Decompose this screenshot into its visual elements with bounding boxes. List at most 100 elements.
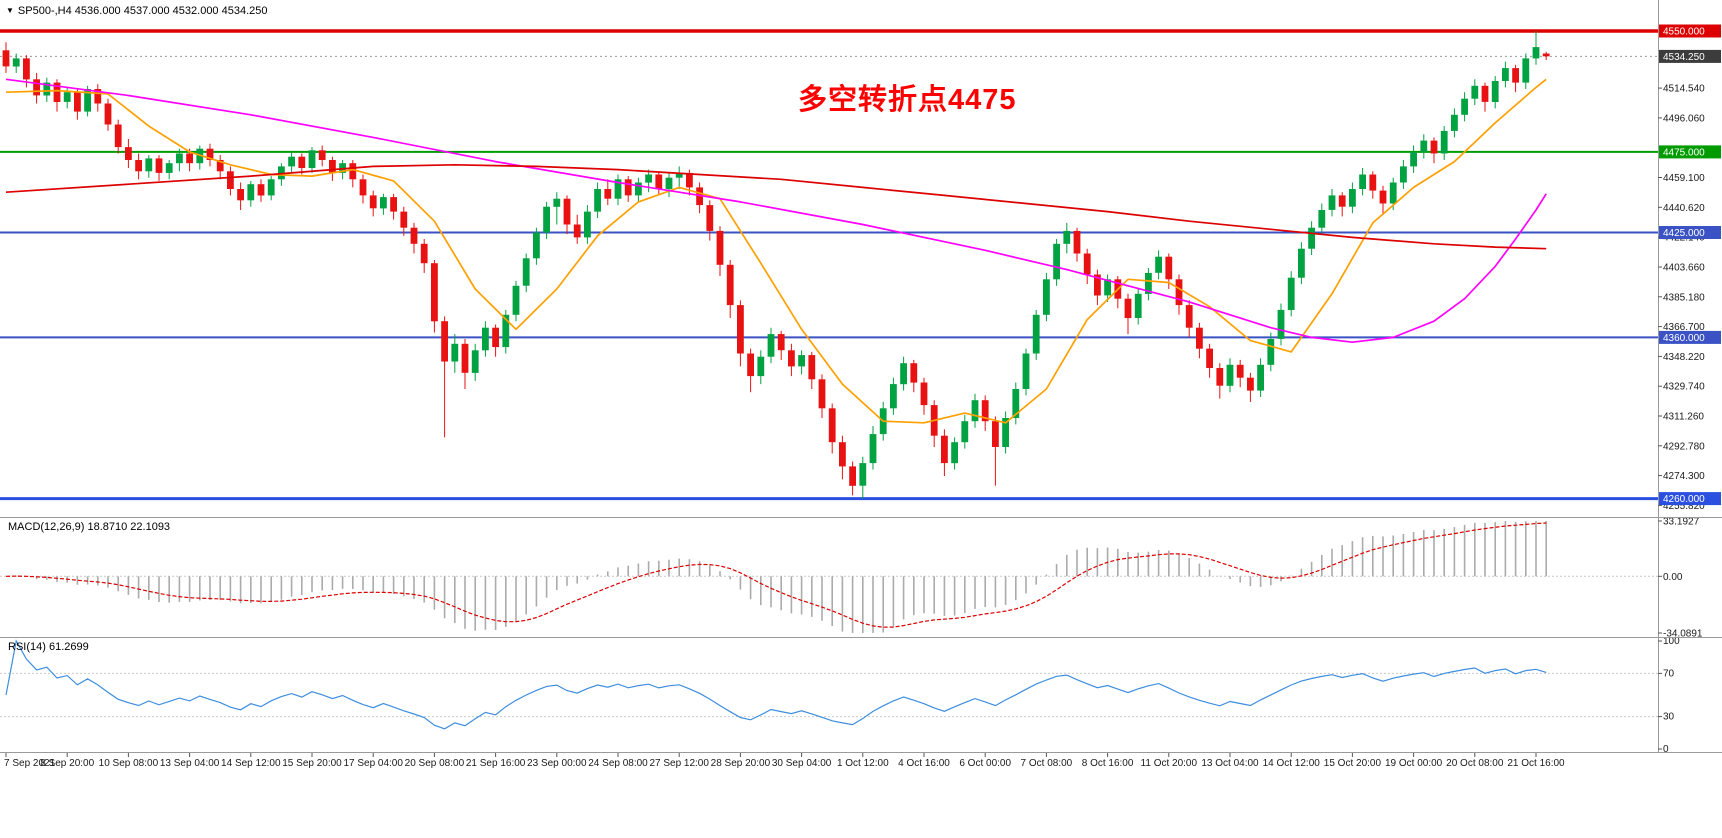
candle — [1491, 76, 1499, 109]
candle-body — [431, 263, 438, 322]
candle — [471, 343, 479, 381]
candle-body — [145, 158, 153, 172]
candle-body — [12, 58, 20, 67]
candle — [33, 72, 40, 104]
price-tick-label: 4274.300 — [1663, 471, 1705, 482]
rsi-axis-label: 30 — [1663, 712, 1675, 723]
candle-body — [1083, 253, 1091, 275]
candle-body — [788, 350, 795, 367]
candle — [665, 172, 673, 198]
candle-body — [1267, 339, 1275, 365]
rsi-line — [5, 639, 1547, 730]
candle — [1196, 322, 1203, 359]
candle-body — [1430, 140, 1438, 154]
candle — [145, 155, 153, 178]
time-tick-label: 14 Oct 12:00 — [1263, 758, 1321, 769]
candle-body — [237, 189, 244, 201]
price-flag-4475.000-bg — [1659, 145, 1721, 159]
time-tick-label: 30 Sep 04:00 — [772, 758, 832, 769]
candle — [1145, 268, 1152, 301]
candle-body — [757, 356, 765, 377]
candle — [176, 148, 183, 172]
candle-body — [1308, 227, 1315, 249]
candle — [502, 309, 510, 354]
candle — [420, 239, 428, 273]
candle-body — [1236, 364, 1244, 378]
candle — [1400, 160, 1407, 189]
candle-body — [961, 421, 969, 443]
candle-body — [1522, 58, 1530, 83]
candle-body — [992, 421, 999, 447]
candle-body — [859, 463, 867, 486]
candle — [74, 89, 81, 120]
candle-body — [706, 205, 714, 231]
candle — [1481, 82, 1489, 112]
candle-body — [533, 232, 540, 259]
candle — [584, 205, 591, 244]
candle — [1461, 92, 1468, 122]
candle — [308, 147, 316, 173]
candle-body — [441, 321, 448, 362]
price-tick-label: 4255.820 — [1663, 501, 1705, 512]
candle-body — [1124, 298, 1132, 319]
candle-body — [839, 442, 846, 467]
candle-body — [482, 327, 489, 351]
rsi-indicator-label: RSI(14) 61.2699 — [8, 641, 89, 653]
candle-body — [186, 153, 193, 164]
candle-body — [359, 179, 367, 196]
candle-body — [1165, 256, 1173, 280]
candle — [981, 395, 989, 431]
candle-body — [1247, 377, 1254, 391]
candle — [1032, 309, 1040, 360]
candle — [1512, 64, 1519, 93]
candle — [849, 461, 856, 496]
candle-body — [451, 343, 459, 362]
candle — [910, 359, 918, 393]
candle-body — [614, 179, 622, 199]
price-tick-label: 4514.540 — [1663, 84, 1705, 95]
candle-body — [176, 153, 183, 164]
candle-body — [1461, 98, 1468, 115]
candle-body — [318, 150, 326, 160]
candle-body — [828, 408, 836, 443]
candle-body — [910, 363, 918, 383]
candle — [114, 119, 122, 154]
price-tick-label: 4403.660 — [1663, 263, 1705, 274]
time-tick-label: 8 Oct 16:00 — [1082, 758, 1134, 769]
candle-body — [716, 230, 724, 265]
price-tick-label: 4440.620 — [1663, 203, 1705, 214]
macd-axis-label: 0.00 — [1663, 572, 1683, 583]
time-tick-label: 14 Sep 12:00 — [221, 758, 281, 769]
candle-body — [1226, 364, 1234, 386]
candle-body — [1502, 68, 1509, 81]
symbol-dropdown-arrow-icon[interactable]: ▼ — [6, 6, 14, 15]
candle-body — [1349, 189, 1356, 207]
candle — [604, 179, 612, 206]
candle-body — [890, 384, 897, 409]
candle-body — [165, 163, 173, 173]
candle — [992, 416, 999, 486]
candle-body — [1542, 53, 1550, 57]
candle-body — [298, 156, 306, 168]
candle-body — [74, 92, 81, 112]
candle — [196, 145, 204, 170]
candle — [135, 153, 142, 180]
candle-body — [553, 198, 561, 207]
candle-body — [1094, 274, 1101, 296]
candle — [767, 327, 775, 364]
candle-body — [655, 174, 663, 189]
time-tick-label: 4 Oct 16:00 — [898, 758, 950, 769]
candle — [777, 330, 785, 360]
candle-body — [135, 160, 142, 172]
rsi-axis-label: 100 — [1663, 636, 1680, 647]
candle — [369, 190, 377, 217]
candle — [553, 192, 561, 225]
candle-body — [247, 184, 255, 201]
candle — [1430, 137, 1438, 164]
price-flag-4260.000-bg — [1659, 492, 1721, 506]
candle — [1247, 372, 1254, 402]
candle — [1471, 79, 1479, 106]
price-axis[interactable]: 4514.5404496.0604459.1004440.6204422.140… — [1658, 0, 1721, 755]
